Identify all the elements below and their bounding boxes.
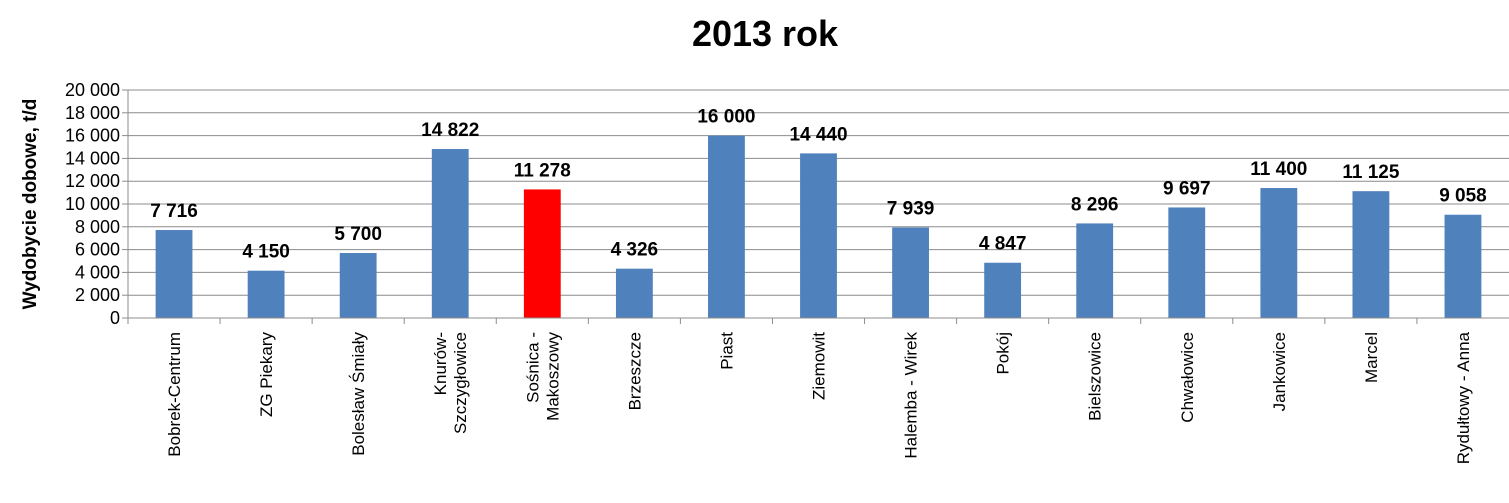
data-labels: 7 716 4 150 5 700 14 822 11 278 4 326 16 000 14… bbox=[150, 107, 1486, 263]
data-label: 11 400 bbox=[1250, 159, 1307, 180]
bar bbox=[339, 253, 377, 318]
x-tick-label: Piast bbox=[717, 332, 736, 370]
bar bbox=[1352, 191, 1390, 318]
bar bbox=[155, 230, 193, 318]
bars bbox=[155, 135, 1482, 318]
x-tick-label: Makoszowy bbox=[543, 332, 562, 421]
x-tick-label: ZG Piekary bbox=[257, 332, 276, 418]
bar bbox=[892, 227, 929, 318]
data-label: 7 716 bbox=[150, 201, 198, 222]
y-axis-label: Wydobycie dobowe, t/d bbox=[20, 99, 41, 310]
y-tick-label: 18 000 bbox=[65, 103, 120, 123]
x-tick-label: Ziemowit bbox=[810, 332, 829, 400]
bar bbox=[800, 153, 837, 318]
x-tick-label: Marcel bbox=[1362, 332, 1381, 383]
data-label: 4 150 bbox=[242, 242, 290, 263]
data-label: 5 700 bbox=[334, 224, 382, 245]
bar bbox=[615, 268, 653, 318]
data-label: 11 125 bbox=[1342, 162, 1399, 183]
data-label: 11 278 bbox=[514, 160, 571, 181]
y-tick-label: 8 000 bbox=[75, 217, 120, 237]
x-axis-ticks: Bobrek-Centrum ZG Piekary Bolesław Śmiały K… bbox=[127, 318, 1473, 464]
y-tick-label: 2 000 bbox=[75, 285, 120, 305]
x-tick-label: Halemba - Wirek bbox=[902, 332, 921, 459]
x-tick-label: Szczygłowice bbox=[451, 332, 470, 434]
data-label: 7 939 bbox=[887, 198, 935, 219]
y-tick-label: 16 000 bbox=[65, 126, 120, 146]
x-tick-label: Rydułtowy - Anna bbox=[1454, 331, 1473, 464]
y-tick-label: 10 000 bbox=[65, 194, 120, 214]
x-tick-label: Bobrek-Centrum bbox=[165, 332, 184, 457]
chart-title: 2013 rok bbox=[692, 13, 839, 54]
x-tick-label: Jankowice bbox=[1270, 332, 1289, 411]
bar bbox=[431, 149, 469, 318]
data-label: 8 296 bbox=[1071, 194, 1119, 215]
y-tick-label: 4 000 bbox=[75, 262, 120, 282]
x-tick-label: Knurów- bbox=[431, 332, 450, 395]
data-label: 16 000 bbox=[697, 107, 755, 128]
x-tick-label: Sośnica - bbox=[523, 332, 542, 403]
bar bbox=[984, 262, 1022, 318]
y-tick-label: 14 000 bbox=[65, 148, 120, 168]
y-tick-label: 20 000 bbox=[65, 80, 120, 100]
x-tick-label: Pokój bbox=[994, 332, 1013, 375]
x-tick-label: Chwałowice bbox=[1178, 332, 1197, 423]
y-tick-label: 12 000 bbox=[65, 171, 120, 191]
data-label: 14 822 bbox=[421, 120, 479, 141]
bar bbox=[1260, 188, 1298, 318]
bar bbox=[1076, 223, 1114, 318]
bar bbox=[247, 270, 285, 318]
data-label: 9 697 bbox=[1163, 178, 1211, 199]
y-tick-label: 0 bbox=[110, 308, 120, 328]
x-tick-label: Brzeszcze bbox=[625, 332, 644, 410]
bar bbox=[1444, 214, 1482, 318]
bar bbox=[1168, 207, 1206, 318]
x-tick-label: Bielszowice bbox=[1086, 332, 1105, 421]
data-label: 9 058 bbox=[1439, 186, 1487, 207]
bar bbox=[708, 135, 745, 318]
data-label: 14 440 bbox=[789, 124, 847, 145]
y-tick-label: 6 000 bbox=[75, 240, 120, 260]
data-label: 4 326 bbox=[611, 240, 659, 261]
data-label: 4 847 bbox=[979, 234, 1027, 255]
bar bbox=[523, 189, 561, 318]
x-tick-label: Bolesław Śmiały bbox=[349, 332, 368, 456]
